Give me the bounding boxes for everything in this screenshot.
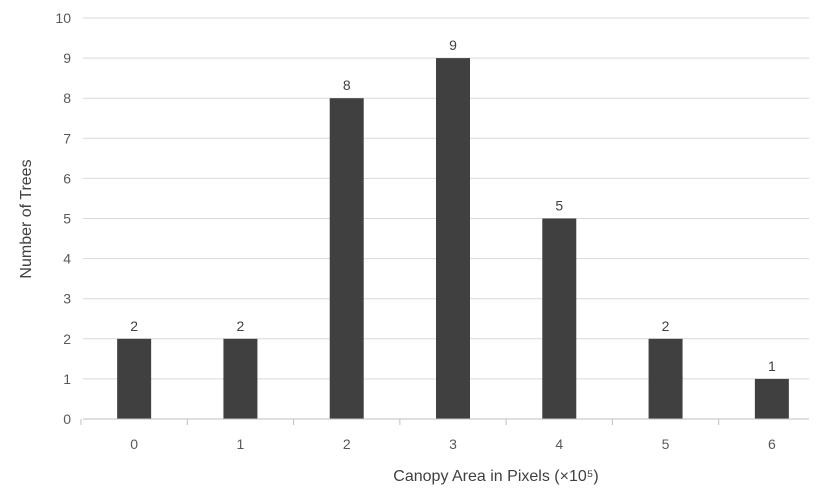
axes — [80, 418, 809, 425]
data-label: 8 — [343, 77, 351, 93]
y-tick-label: 9 — [63, 50, 71, 66]
x-tick-label: 3 — [449, 436, 457, 452]
y-tick-label: 2 — [63, 331, 71, 347]
x-tick-label: 6 — [768, 436, 776, 452]
bar — [436, 58, 470, 419]
data-label: 1 — [768, 358, 776, 374]
bar — [117, 338, 152, 419]
bar — [329, 98, 364, 419]
data-label: 2 — [237, 318, 245, 334]
y-tick-label: 3 — [63, 291, 71, 307]
x-axis-title: Canopy Area in Pixels (×10⁵) — [393, 468, 598, 485]
data-label: 9 — [449, 37, 457, 53]
data-label: 2 — [130, 318, 138, 334]
x-tick-label: 2 — [343, 436, 351, 452]
data-label: 2 — [662, 318, 670, 334]
bar — [542, 218, 577, 419]
y-tick-label: 4 — [63, 251, 71, 267]
x-tick-label: 5 — [662, 436, 670, 452]
bars — [117, 58, 789, 419]
y-tick-label: 7 — [63, 130, 71, 146]
x-tick-label: 4 — [555, 436, 563, 452]
y-tick-label: 0 — [63, 411, 71, 427]
bar — [648, 338, 683, 419]
y-tick-label: 6 — [63, 170, 71, 186]
y-tick-label: 10 — [55, 10, 71, 26]
data-label: 5 — [555, 198, 563, 214]
y-tick-label: 8 — [63, 90, 71, 106]
bar — [223, 338, 258, 419]
x-tick-label: 1 — [237, 436, 245, 452]
y-tick-label: 5 — [63, 211, 71, 227]
x-tick-label: 0 — [130, 436, 138, 452]
y-tick-label: 1 — [63, 371, 71, 387]
labels: 0 1 2 3 4 5 6 7 8 9 10 2 0 2 1 8 2 9 3 5 4 2 5 1 6 — [55, 10, 776, 452]
y-axis-title: Number of Trees — [18, 159, 35, 278]
bar — [754, 378, 789, 419]
